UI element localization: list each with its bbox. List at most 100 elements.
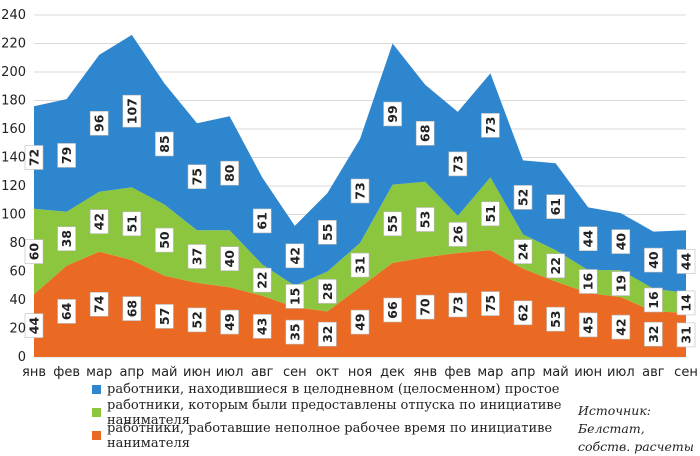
data-label-text: 62	[516, 304, 531, 321]
data-label: 74	[89, 291, 109, 317]
data-label-text: 66	[385, 301, 400, 319]
data-label: 80	[220, 160, 239, 186]
x-tick-label: фев	[444, 365, 471, 380]
x-tick-label: мар	[477, 365, 503, 380]
data-label: 73	[448, 292, 468, 318]
data-label-box	[415, 121, 435, 146]
data-label-text: 44	[679, 253, 694, 271]
data-label-text: 53	[418, 211, 433, 228]
data-label-text: 52	[516, 189, 531, 206]
data-label-box	[187, 244, 207, 269]
data-label: 44	[24, 313, 44, 338]
source-line-2: собств. расчеты	[578, 439, 694, 454]
data-label-box	[122, 211, 142, 237]
data-label-text: 75	[190, 168, 205, 185]
data-label-box	[676, 249, 696, 274]
data-label-box	[481, 113, 500, 138]
x-tick-label: мар	[86, 365, 112, 380]
data-label: 61	[252, 208, 272, 234]
data-label-text: 31	[679, 326, 694, 343]
data-label-box	[481, 201, 500, 227]
data-label-text: 73	[450, 296, 465, 313]
data-label-text: 55	[385, 215, 400, 232]
data-label-text: 19	[613, 275, 628, 292]
x-tick-label: ноя	[348, 365, 372, 380]
area-series-1	[34, 177, 686, 313]
data-label-text: 64	[59, 302, 74, 320]
x-tick-label: дек	[380, 365, 405, 380]
x-tick-label: сен	[674, 365, 698, 380]
data-label-box	[676, 290, 696, 316]
data-label-text: 73	[353, 182, 368, 199]
data-label-text: 53	[548, 310, 563, 327]
data-label-text: 40	[222, 250, 237, 268]
data-label-box	[350, 252, 370, 278]
data-label-box	[252, 267, 272, 293]
data-label-text: 37	[190, 248, 205, 265]
data-label: 38	[57, 226, 76, 251]
data-label: 66	[383, 297, 402, 323]
legend-label-leave: работники, которым были предоставлены от…	[107, 397, 562, 428]
data-label: 107	[122, 94, 142, 128]
data-label-text: 68	[418, 125, 433, 142]
data-label-box	[415, 207, 435, 232]
legend-label-parttime: работники, работавшие неполное рабочее в…	[107, 420, 553, 451]
data-label: 16	[644, 287, 663, 313]
data-label-box	[57, 299, 76, 324]
data-label-text: 57	[157, 308, 172, 325]
data-label-box	[611, 229, 631, 254]
data-label-text: 31	[353, 256, 368, 273]
data-label: 68	[415, 121, 435, 146]
legend-swatch-leave	[92, 408, 101, 417]
data-label-text: 40	[646, 251, 661, 269]
data-label-box	[155, 304, 174, 329]
data-label-text: 38	[59, 230, 74, 247]
legend-swatch-downtime	[92, 385, 101, 394]
data-label-box	[318, 279, 337, 304]
data-label-box	[57, 226, 76, 251]
data-label: 22	[546, 253, 565, 279]
data-label-box	[578, 312, 598, 338]
x-tick-label: июн	[183, 365, 211, 380]
data-label: 42	[285, 243, 305, 269]
x-tick-label: фев	[53, 365, 80, 380]
data-label-text: 51	[483, 205, 498, 222]
data-label-box	[285, 243, 305, 269]
data-label-box	[285, 284, 305, 309]
data-label: 73	[481, 113, 500, 138]
data-label-box	[57, 143, 76, 168]
data-label-box	[285, 319, 305, 345]
data-label-text: 22	[548, 257, 563, 274]
data-label: 19	[611, 271, 631, 296]
data-label: 40	[220, 246, 239, 272]
data-label-text: 85	[157, 135, 172, 152]
y-tick-label: 160	[1, 122, 26, 137]
data-label: 64	[57, 299, 76, 324]
data-label: 42	[611, 314, 631, 340]
data-label-text: 16	[646, 291, 661, 309]
data-label-text: 70	[418, 298, 433, 316]
data-label-text: 44	[27, 317, 42, 335]
legend-item-parttime: работники, работавшие неполное рабочее в…	[92, 421, 572, 451]
data-label-text: 49	[353, 313, 368, 330]
data-label-box	[546, 306, 565, 332]
data-label: 31	[676, 322, 696, 348]
data-label: 44	[578, 226, 598, 251]
data-label: 68	[122, 296, 142, 321]
data-label: 96	[89, 111, 109, 136]
x-tick-label: янв	[413, 365, 437, 380]
x-tick-label: июл	[607, 365, 635, 380]
data-label: 51	[481, 201, 500, 227]
data-label-box	[89, 291, 109, 317]
y-axis: 0 20 40 60 80 100 120 140 160 180 200 220 240	[1, 8, 26, 365]
data-label-box	[644, 321, 663, 347]
data-label-box	[187, 164, 207, 189]
y-tick-label: 20	[9, 322, 26, 337]
y-tick-label: 40	[9, 293, 26, 308]
data-label-text: 42	[92, 213, 107, 230]
data-label-text: 28	[320, 283, 335, 300]
x-tick-label: авг	[251, 365, 274, 380]
data-label: 99	[383, 101, 402, 127]
data-label: 35	[285, 319, 305, 345]
